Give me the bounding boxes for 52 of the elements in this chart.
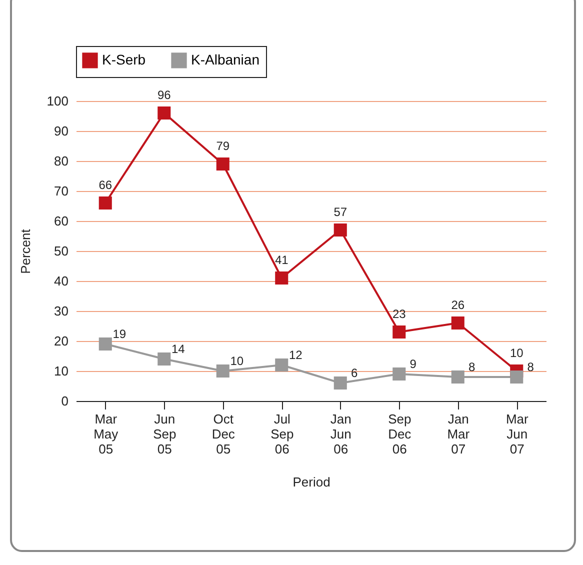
y-tick-label: 20 — [54, 334, 68, 348]
point — [334, 376, 347, 390]
x-tick-label: Mar May 05 — [94, 412, 119, 456]
data-label: 41 — [274, 253, 289, 267]
x-axis-title: Period — [292, 474, 330, 490]
data-label: 66 — [98, 178, 112, 192]
data-label: 26 — [451, 298, 465, 312]
data-label: 10 — [510, 346, 524, 360]
y-tick-label: 50 — [54, 244, 68, 258]
y-tick-label: 70 — [54, 184, 68, 198]
x-tick-label: Jul Sep 06 — [270, 412, 294, 456]
x-tick-label: Oct Dec 05 — [212, 412, 236, 456]
data-label: 12 — [288, 348, 303, 362]
point — [392, 325, 406, 339]
legend-label: K-Serb — [102, 51, 146, 68]
point — [98, 196, 112, 210]
x-tick-label: Mar Jun 07 — [506, 412, 529, 456]
point — [275, 271, 288, 285]
point — [98, 337, 112, 351]
point — [451, 316, 464, 330]
point — [451, 370, 464, 384]
point — [158, 106, 171, 120]
point — [216, 364, 230, 378]
data-label: 9 — [410, 357, 417, 371]
legend-label: K-Albanian — [191, 51, 260, 68]
point — [275, 358, 288, 372]
data-label: 79 — [216, 139, 230, 153]
y-tick-label: 10 — [54, 364, 68, 378]
data-label: 14 — [171, 342, 186, 356]
point — [158, 352, 171, 366]
point — [216, 157, 230, 171]
x-tick-label: Sep Dec 06 — [388, 412, 412, 456]
y-tick-label: 80 — [54, 154, 68, 168]
y-tick-label: 60 — [54, 214, 68, 228]
point — [510, 370, 524, 384]
x-tick-label: Jan Mar 07 — [447, 412, 470, 456]
y-tick-label: 30 — [54, 304, 68, 318]
x-tick-label: Jun Sep 05 — [153, 412, 176, 456]
y-tick-label: 100 — [46, 94, 68, 108]
data-label: 19 — [112, 327, 126, 341]
point — [334, 223, 347, 237]
y-axis-title: Percent — [18, 228, 33, 274]
data-label: 8 — [527, 360, 534, 374]
y-tick-label: 0 — [61, 394, 68, 408]
data-label: 8 — [468, 360, 476, 374]
y-tick-label: 40 — [54, 274, 68, 288]
data-label: 96 — [157, 88, 172, 102]
point — [392, 367, 406, 381]
y-tick-label: 90 — [54, 124, 68, 138]
data-label: 57 — [334, 205, 348, 219]
data-label: 10 — [230, 354, 244, 368]
x-tick-label: Jan Jun 06 — [330, 412, 352, 456]
